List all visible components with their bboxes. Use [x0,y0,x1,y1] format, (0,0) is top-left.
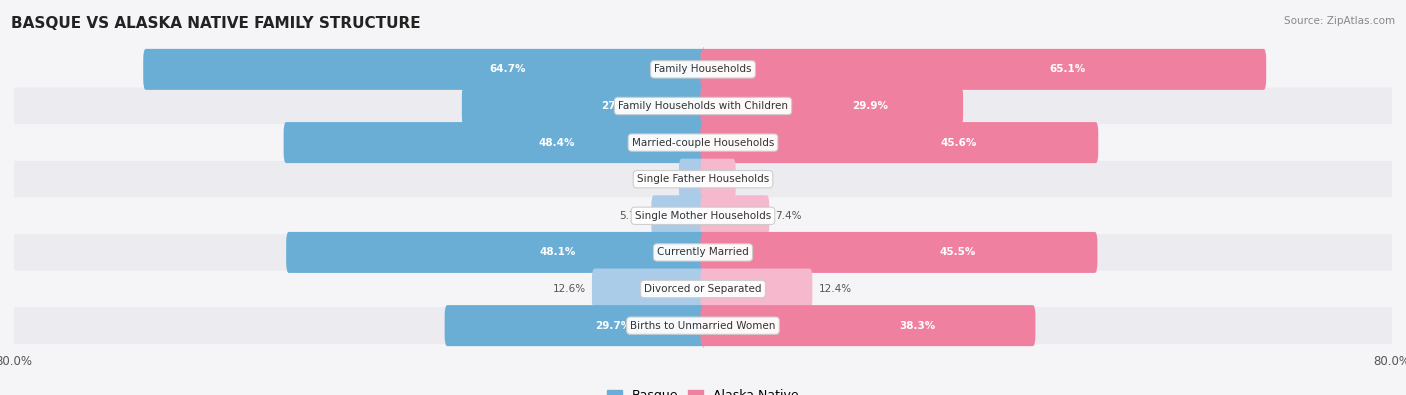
Text: 65.1%: 65.1% [1049,64,1085,74]
Text: Currently Married: Currently Married [657,247,749,258]
Text: 3.5%: 3.5% [742,174,768,184]
FancyBboxPatch shape [700,122,1098,163]
FancyBboxPatch shape [14,307,1392,344]
FancyBboxPatch shape [592,269,706,310]
FancyBboxPatch shape [700,159,735,200]
FancyBboxPatch shape [700,232,1098,273]
Text: 7.4%: 7.4% [775,211,801,221]
Text: 38.3%: 38.3% [900,321,935,331]
Text: Single Father Households: Single Father Households [637,174,769,184]
FancyBboxPatch shape [14,51,1392,88]
FancyBboxPatch shape [651,195,706,236]
FancyBboxPatch shape [700,49,1267,90]
Text: 64.7%: 64.7% [489,64,526,74]
Text: Source: ZipAtlas.com: Source: ZipAtlas.com [1284,16,1395,26]
Text: Divorced or Separated: Divorced or Separated [644,284,762,294]
Text: 29.7%: 29.7% [595,321,631,331]
FancyBboxPatch shape [444,305,706,346]
FancyBboxPatch shape [14,234,1392,271]
FancyBboxPatch shape [700,195,769,236]
Text: Family Households: Family Households [654,64,752,74]
Text: Family Households with Children: Family Households with Children [619,101,787,111]
Text: Single Mother Households: Single Mother Households [636,211,770,221]
FancyBboxPatch shape [700,85,963,126]
FancyBboxPatch shape [14,271,1392,307]
Text: 2.5%: 2.5% [647,174,673,184]
FancyBboxPatch shape [284,122,706,163]
FancyBboxPatch shape [14,124,1392,161]
Text: 29.9%: 29.9% [852,101,889,111]
Text: 45.5%: 45.5% [939,247,976,258]
Text: BASQUE VS ALASKA NATIVE FAMILY STRUCTURE: BASQUE VS ALASKA NATIVE FAMILY STRUCTURE [11,16,420,31]
FancyBboxPatch shape [700,269,813,310]
FancyBboxPatch shape [14,198,1392,234]
FancyBboxPatch shape [461,85,706,126]
Text: 5.7%: 5.7% [619,211,645,221]
FancyBboxPatch shape [14,88,1392,124]
FancyBboxPatch shape [700,305,1035,346]
Text: 48.4%: 48.4% [538,137,575,148]
FancyBboxPatch shape [14,161,1392,198]
Text: 27.7%: 27.7% [602,101,638,111]
Legend: Basque, Alaska Native: Basque, Alaska Native [602,384,804,395]
FancyBboxPatch shape [143,49,706,90]
FancyBboxPatch shape [679,159,706,200]
FancyBboxPatch shape [287,232,706,273]
Text: Births to Unmarried Women: Births to Unmarried Women [630,321,776,331]
Text: 12.6%: 12.6% [553,284,586,294]
Text: 12.4%: 12.4% [818,284,852,294]
Text: Married-couple Households: Married-couple Households [631,137,775,148]
Text: 48.1%: 48.1% [540,247,576,258]
Text: 45.6%: 45.6% [941,137,976,148]
